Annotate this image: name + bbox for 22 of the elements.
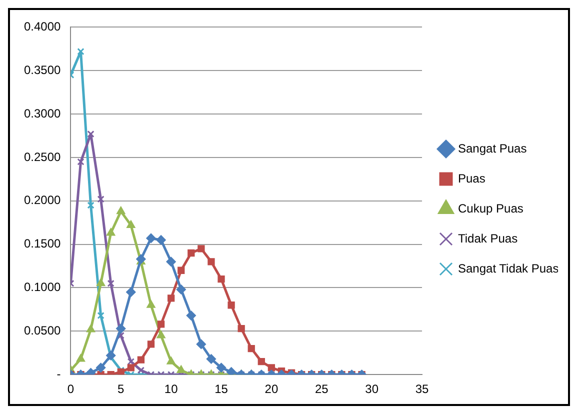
x-tick-label: 30 xyxy=(365,382,379,396)
legend-label: Tidak Puas xyxy=(458,231,518,246)
y-tick-label: 0.1500 xyxy=(24,236,62,251)
y-tick-label: 0.1000 xyxy=(24,280,62,294)
legend-label: Cukup Puas xyxy=(458,201,524,216)
x-tick-label: 35 xyxy=(415,382,429,396)
x-tick-label: 15 xyxy=(214,382,228,396)
legend-label: Sangat Tidak Puas xyxy=(458,261,559,276)
y-tick-label: 0.2000 xyxy=(24,193,62,208)
y-tick-label: 0.3500 xyxy=(24,62,62,77)
y-tick-label: - xyxy=(56,366,61,381)
y-tick-label: 0.2500 xyxy=(24,150,62,164)
x-tick-label: 20 xyxy=(264,382,278,396)
x-tick-label: 0 xyxy=(67,382,74,396)
x-tick-label: 5 xyxy=(118,382,125,396)
y-tick-label: 0.4000 xyxy=(24,20,62,34)
y-tick-label: 0.3000 xyxy=(24,106,62,120)
legend-label: Sangat Puas xyxy=(458,141,527,156)
legend-label: Puas xyxy=(458,171,486,186)
x-tick-label: 10 xyxy=(164,382,178,396)
y-tick-label: 0.0500 xyxy=(24,323,62,338)
x-tick-label: 25 xyxy=(314,382,329,396)
